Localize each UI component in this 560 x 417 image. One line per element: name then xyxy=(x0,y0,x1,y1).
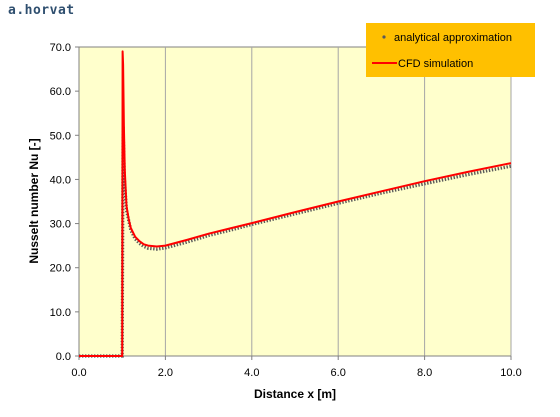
x-tick-label: 2.0 xyxy=(158,367,173,379)
legend-label: CFD simulation xyxy=(398,58,473,70)
y-tick-label: 70.0 xyxy=(50,42,71,54)
x-tick-label: 8.0 xyxy=(417,367,432,379)
x-tick-label: 4.0 xyxy=(244,367,259,379)
y-tick-label: 0.0 xyxy=(56,351,71,363)
y-tick-label: 30.0 xyxy=(50,219,71,231)
legend-marker-analytical xyxy=(382,35,386,39)
x-tick-label: 6.0 xyxy=(331,367,346,379)
y-tick-label: 10.0 xyxy=(50,307,71,319)
y-tick-label: 40.0 xyxy=(50,174,71,186)
x-axis-title: Distance x [m] xyxy=(254,387,336,401)
x-tick-labels: 0.0 2.0 4.0 6.0 8.0 10.0 xyxy=(71,356,522,379)
axes xyxy=(78,47,511,357)
x-tick-label: 10.0 xyxy=(500,367,521,379)
legend-label: analytical approximation xyxy=(394,32,512,44)
y-axis-title: Nusselt number Nu [-] xyxy=(27,138,41,263)
legend-box xyxy=(366,23,535,77)
plot-area xyxy=(78,46,512,357)
watermark-text: a.horvat xyxy=(8,3,75,18)
series-cfd-simulation xyxy=(79,50,512,357)
y-tick-label: 50.0 xyxy=(50,130,71,142)
y-tick-label: 20.0 xyxy=(50,263,71,275)
legend: analytical approximation CFD simulation xyxy=(366,23,535,77)
series-layer xyxy=(79,50,512,358)
legend-entries: analytical approximation CFD simulation xyxy=(372,32,512,70)
x-tick-label: 0.0 xyxy=(71,367,86,379)
y-tick-label: 60.0 xyxy=(50,86,71,98)
y-tick-labels: 0.0 10.0 20.0 30.0 40.0 50.0 60.0 70.0 xyxy=(50,42,79,363)
